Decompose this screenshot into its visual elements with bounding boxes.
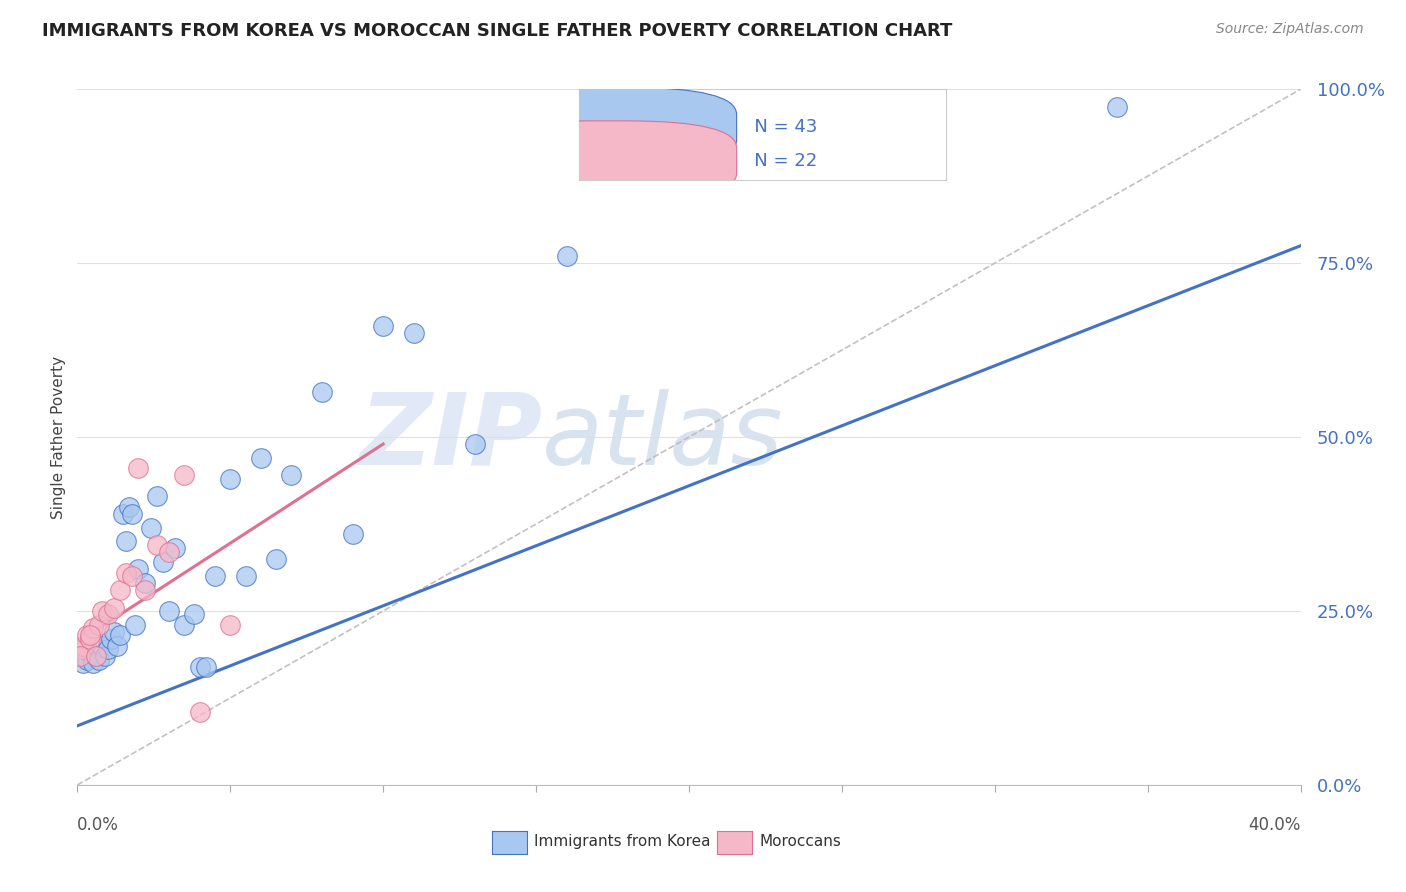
Point — [112, 507, 135, 521]
Text: ZIP: ZIP — [359, 389, 543, 485]
Point — [84, 649, 107, 664]
Point — [173, 618, 195, 632]
Point — [97, 642, 120, 657]
Point — [134, 583, 156, 598]
Point — [1107, 99, 1129, 113]
Point — [103, 600, 125, 615]
Point — [115, 566, 138, 580]
Point — [76, 653, 98, 667]
Point — [235, 569, 257, 583]
Point — [97, 607, 120, 622]
Point — [79, 628, 101, 642]
Text: Source: ZipAtlas.com: Source: ZipAtlas.com — [1216, 22, 1364, 37]
Point — [402, 326, 425, 340]
Point — [157, 604, 180, 618]
Point — [183, 607, 205, 622]
Point — [103, 624, 125, 639]
Text: Immigrants from Korea: Immigrants from Korea — [534, 834, 711, 848]
Point — [146, 538, 169, 552]
Point — [139, 520, 162, 534]
Point — [342, 527, 364, 541]
Point — [79, 632, 101, 646]
Text: atlas: atlas — [543, 389, 783, 485]
Y-axis label: Single Father Poverty: Single Father Poverty — [51, 356, 66, 518]
Point — [90, 604, 112, 618]
Point — [72, 639, 94, 653]
Point — [82, 621, 104, 635]
Point — [69, 649, 91, 664]
Point — [157, 545, 180, 559]
Point — [121, 507, 143, 521]
Point — [219, 618, 242, 632]
FancyBboxPatch shape — [479, 120, 737, 201]
Point — [87, 653, 110, 667]
Point — [124, 618, 146, 632]
Point — [118, 500, 141, 514]
Point — [194, 659, 217, 673]
Point — [82, 657, 104, 671]
Point — [121, 569, 143, 583]
Point — [219, 472, 242, 486]
Point — [127, 562, 149, 576]
Point — [108, 628, 131, 642]
Point — [69, 642, 91, 657]
Point — [165, 541, 187, 556]
Text: 0.0%: 0.0% — [77, 816, 120, 834]
Point — [152, 555, 174, 569]
Point — [264, 551, 287, 566]
Point — [87, 618, 110, 632]
Point — [115, 534, 138, 549]
Point — [127, 461, 149, 475]
Point — [100, 632, 122, 646]
Text: R =  0.590   N = 22: R = 0.590 N = 22 — [641, 152, 817, 169]
Point — [371, 318, 394, 333]
Point — [280, 468, 302, 483]
Point — [84, 649, 107, 664]
Text: Moroccans: Moroccans — [759, 834, 841, 848]
Point — [464, 437, 486, 451]
Point — [204, 569, 226, 583]
Point — [105, 639, 128, 653]
Text: R =  0.541   N = 43: R = 0.541 N = 43 — [641, 118, 818, 136]
Point — [146, 489, 169, 503]
Point — [173, 468, 195, 483]
Point — [79, 646, 101, 660]
Point — [188, 705, 211, 719]
Point — [134, 576, 156, 591]
Point — [90, 639, 112, 653]
FancyBboxPatch shape — [479, 87, 737, 167]
Text: IMMIGRANTS FROM KOREA VS MOROCCAN SINGLE FATHER POVERTY CORRELATION CHART: IMMIGRANTS FROM KOREA VS MOROCCAN SINGLE… — [42, 22, 952, 40]
Point — [72, 657, 94, 671]
Point — [311, 384, 333, 399]
Point — [555, 249, 578, 263]
Point — [250, 450, 273, 465]
Point — [69, 649, 91, 664]
Text: 40.0%: 40.0% — [1249, 816, 1301, 834]
Point — [108, 583, 131, 598]
Point — [188, 659, 211, 673]
Point — [76, 628, 98, 642]
Point — [94, 649, 117, 664]
